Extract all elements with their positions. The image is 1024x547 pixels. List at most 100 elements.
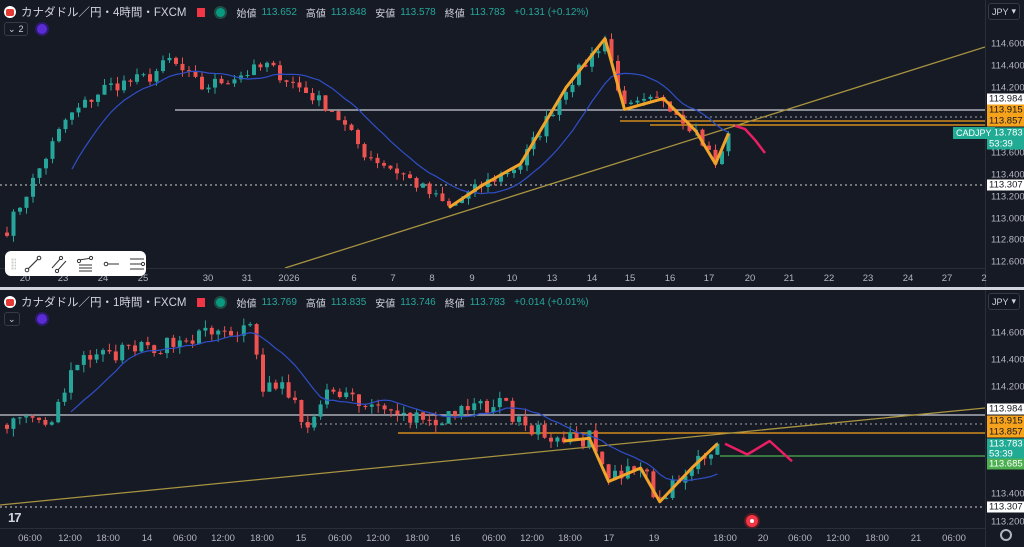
time-tick-label: 24 [97, 273, 109, 284]
chart-panel-1h[interactable]: カナダドル／円・1時間・FXCM 始値 113.769 高値 113.835 安値 1… [0, 290, 1024, 547]
candle-body [596, 51, 601, 54]
time-tick-label: 6 [351, 273, 357, 284]
time-axis-4h[interactable]: 20 23 24 25 30 31 2026 6 7 8 9 10 13 14 15 16 17 20 21 22 23… [0, 268, 987, 287]
market-status-icon [216, 297, 226, 307]
candle-body [304, 87, 308, 93]
candle-body [536, 424, 541, 435]
time-tick-label: 20 [744, 273, 756, 284]
candle-body [70, 112, 74, 120]
tradingview-logo[interactable]: 17 [8, 510, 22, 525]
price-badge-level3: 113.857 [987, 115, 1024, 127]
candle-body [310, 92, 315, 101]
candle-body [75, 364, 80, 371]
time-tick-label: 18:00 [713, 533, 737, 544]
candle-body [101, 350, 105, 355]
candle-body [248, 324, 253, 326]
candle-body [600, 451, 605, 465]
flag-icon[interactable] [197, 297, 206, 307]
drag-handle[interactable] [11, 257, 16, 270]
candle-body [17, 417, 22, 419]
indicator-icon[interactable] [37, 314, 47, 324]
time-tick-label: 25 [137, 273, 149, 284]
collapse-indicators-button[interactable]: ⌄ 2 [4, 22, 28, 36]
indicator-icon[interactable] [37, 24, 47, 34]
candle-body [94, 354, 99, 360]
candle-body [504, 398, 509, 401]
trend-line-icon[interactable] [24, 255, 42, 273]
candle-body [657, 497, 662, 499]
time-tick-label: 12:00 [826, 533, 850, 544]
panel-divider[interactable] [0, 287, 1024, 290]
candle-body [161, 60, 165, 72]
candle-body [518, 165, 523, 170]
time-tick-label: 20 [19, 273, 31, 284]
last-price-badge: 113.783 [987, 438, 1024, 450]
candle-body [491, 407, 496, 413]
candle-body [427, 419, 432, 421]
candle-body [709, 454, 713, 459]
candle-body [523, 416, 528, 426]
candle-body [440, 193, 445, 202]
candle-body [171, 337, 176, 347]
parallel-channel-icon[interactable] [50, 255, 68, 273]
price-badge-low: 113.307 [987, 179, 1024, 191]
symbol-title[interactable]: カナダドル／円・4時間・FXCM [21, 7, 187, 19]
symbol-title[interactable]: カナダドル／円・1時間・FXCM [21, 297, 187, 309]
horizontal-ray-icon[interactable] [102, 255, 120, 273]
candle-body [421, 183, 425, 188]
candle-body [609, 39, 614, 61]
candle-body [229, 330, 233, 336]
time-tick-label: 12:00 [520, 533, 544, 544]
chart-panel-4h[interactable]: カナダドル／円・4時間・FXCM 始値 113.652 高値 113.848 安値 1… [0, 0, 1024, 288]
candle-body [613, 470, 617, 479]
drawing-toolbar[interactable] [5, 251, 146, 276]
candle-body [209, 327, 214, 335]
collapse-indicators-button[interactable]: ⌄ [4, 312, 20, 326]
candle-body [577, 64, 581, 85]
currency-select[interactable]: JPY ▾ [988, 3, 1020, 20]
candle-body [700, 129, 705, 146]
price-chart-1h[interactable] [0, 290, 985, 528]
candle-body [69, 370, 73, 393]
candle-body [564, 92, 568, 100]
settings-gear-icon[interactable] [1000, 529, 1012, 541]
candle-body [446, 411, 451, 424]
time-tick-label: 24 [902, 273, 914, 284]
candle-body [408, 412, 413, 423]
economic-event-icon[interactable] [746, 515, 758, 527]
candle-body [252, 64, 256, 76]
candle-body [219, 78, 224, 84]
candle-body [317, 95, 321, 101]
candle-body [89, 99, 94, 102]
candle-body [713, 149, 718, 165]
currency-select[interactable]: JPY ▾ [988, 293, 1020, 310]
candle-body [126, 344, 131, 346]
time-tick-label: 14 [586, 273, 598, 284]
horizontal-lines-icon[interactable] [128, 255, 146, 273]
candle-body [30, 416, 35, 418]
candle-body [88, 355, 93, 360]
price-chart-4h[interactable] [0, 0, 985, 268]
candle-body [363, 405, 368, 407]
forecast-path [724, 439, 793, 463]
candle-body [122, 80, 126, 91]
candle-body [293, 397, 297, 401]
candle-body [323, 95, 328, 111]
zigzag-wave-line [448, 37, 730, 209]
time-axis-1h[interactable]: 06:00 12:00 18:00 14 06:00 12:00 18:00 15 06:00 1… [0, 528, 985, 547]
candle-body [325, 389, 329, 405]
candle-body [280, 382, 285, 389]
chevron-down-icon: ▾ [1011, 296, 1016, 306]
candle-body [31, 177, 35, 197]
time-tick-label: 15 [295, 533, 307, 544]
price-tick-label: 113.200 [991, 516, 1024, 528]
target-price-badge: 113.685 [987, 458, 1024, 470]
candle-body [50, 141, 55, 159]
time-tick-label: 2026 [278, 273, 300, 284]
fib-retracement-icon[interactable] [76, 255, 94, 273]
candle-body [11, 418, 16, 429]
time-tick-label: 13 [546, 273, 558, 284]
flag-icon[interactable] [197, 7, 206, 17]
candle-body [622, 90, 627, 104]
zigzag-wave-line [563, 436, 719, 504]
